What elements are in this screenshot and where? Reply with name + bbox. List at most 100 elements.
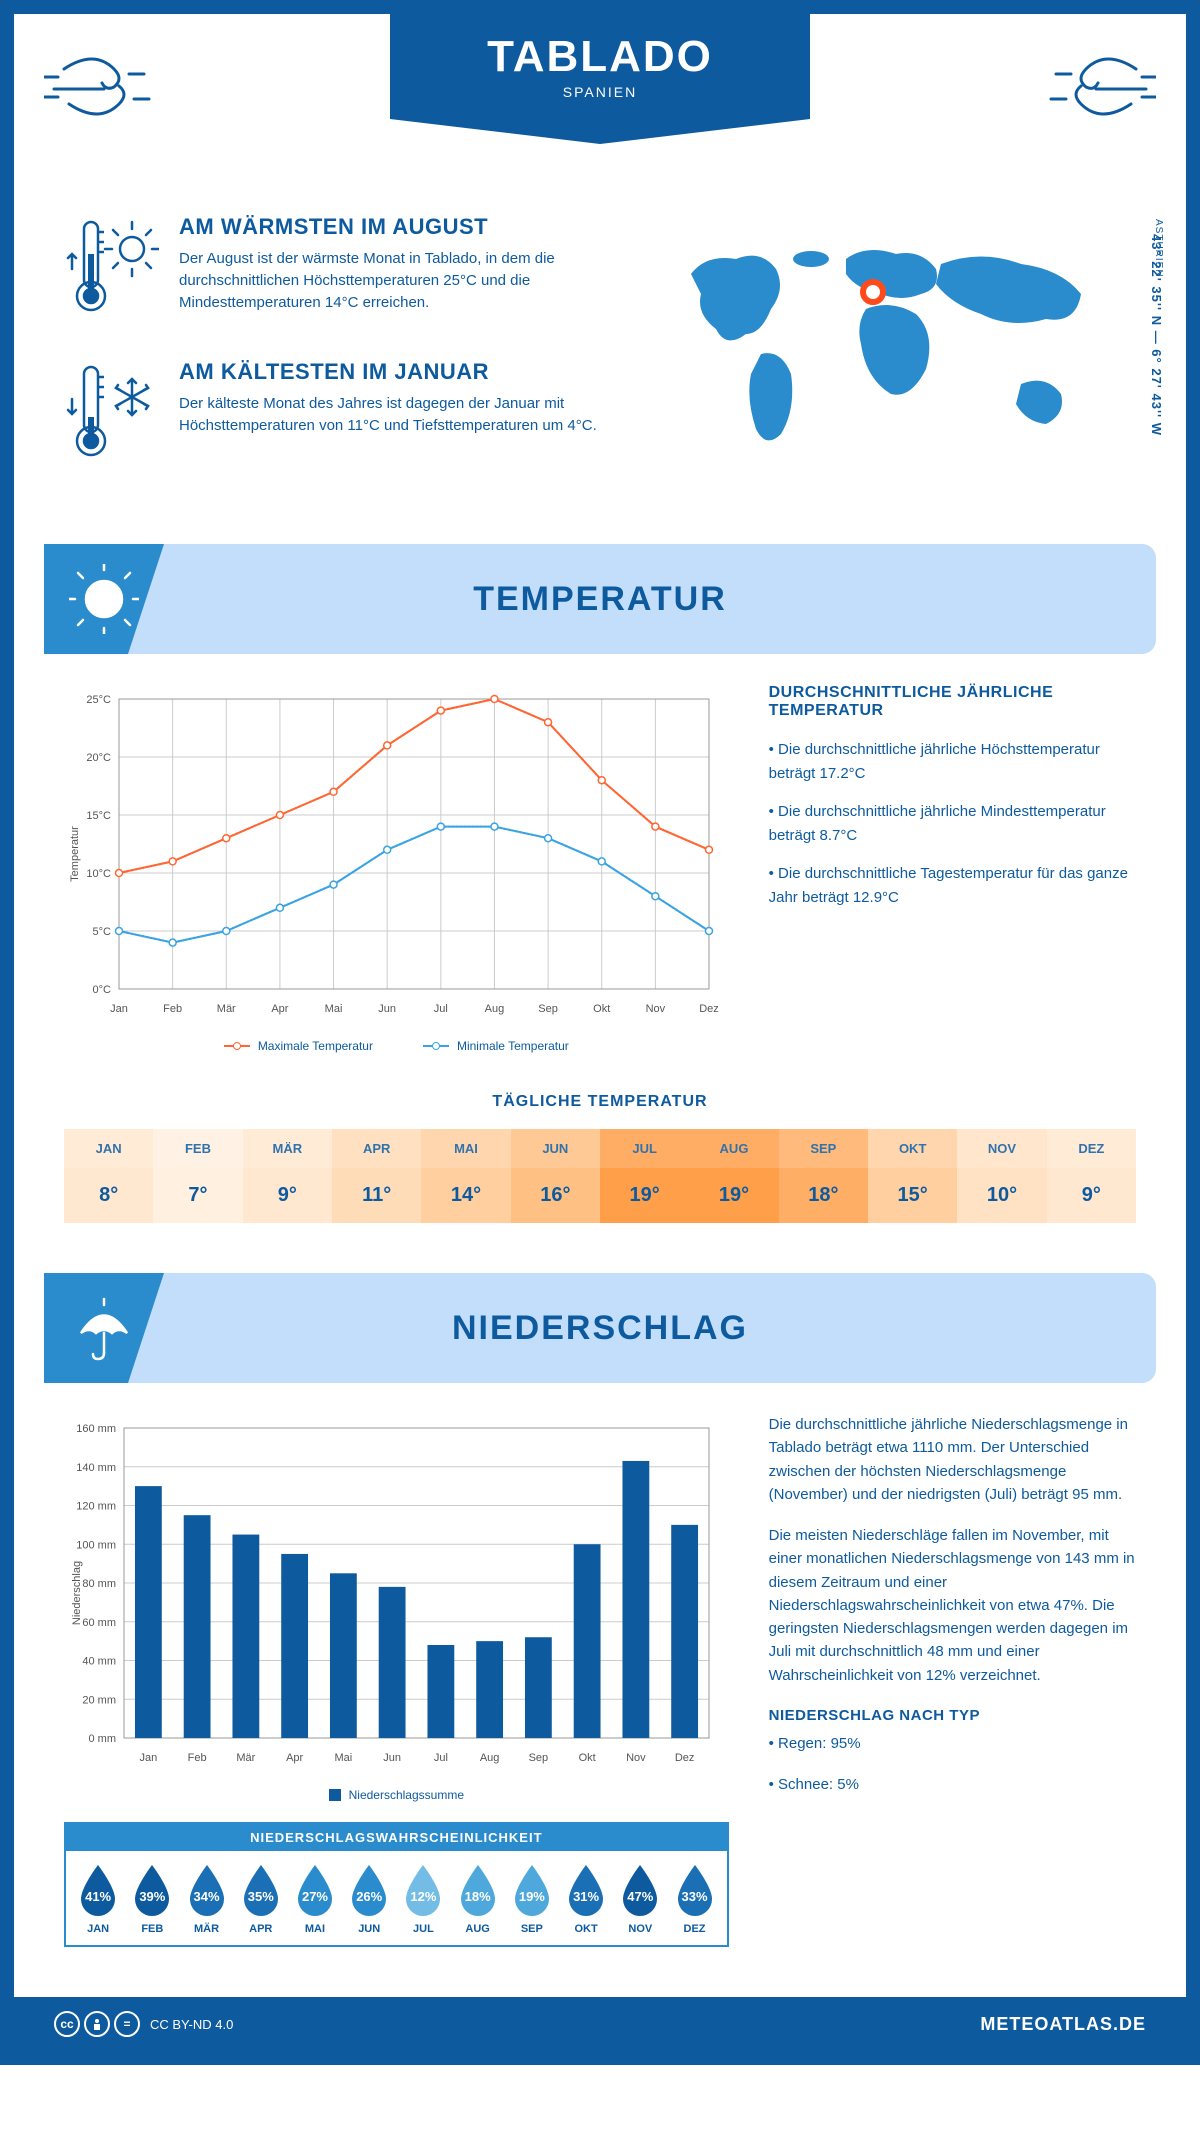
svg-text:5°C: 5°C	[93, 926, 112, 938]
svg-text:120 mm: 120 mm	[76, 1501, 116, 1513]
probability-drop: 31%OKT	[560, 1863, 612, 1935]
daily-temp-heading: TÄGLICHE TEMPERATUR	[64, 1093, 1136, 1111]
svg-text:0 mm: 0 mm	[89, 1733, 117, 1745]
section-header-precip: NIEDERSCHLAG	[44, 1273, 1156, 1383]
daily-temp-cell: MAI14°	[421, 1129, 510, 1223]
temp-legend: Maximale Temperatur Minimale Temperatur	[64, 1039, 729, 1053]
svg-text:140 mm: 140 mm	[76, 1462, 116, 1474]
fact-cold-text: Der kälteste Monat des Jahres ist dagege…	[179, 393, 621, 437]
svg-text:20 mm: 20 mm	[82, 1694, 116, 1706]
fact-coldest: AM KÄLTESTEN IM JANUAR Der kälteste Mona…	[64, 359, 621, 474]
daily-temp-cell: JUL19°	[600, 1129, 689, 1223]
temp-bullet-1: • Die durchschnittliche jährliche Höchst…	[769, 738, 1136, 786]
world-map	[651, 214, 1136, 479]
probability-drop: 19%SEP	[506, 1863, 558, 1935]
svg-text:Nov: Nov	[626, 1752, 646, 1764]
section-header-temp: TEMPERATUR	[44, 544, 1156, 654]
svg-text:Jun: Jun	[383, 1752, 401, 1764]
svg-text:Nov: Nov	[646, 1003, 666, 1015]
svg-text:160 mm: 160 mm	[76, 1423, 116, 1435]
precipitation-probability-box: NIEDERSCHLAGSWAHRSCHEINLICHKEIT 41%JAN39…	[64, 1822, 729, 1947]
probability-drop: 27%MAI	[289, 1863, 341, 1935]
wind-icon-right	[1026, 39, 1156, 134]
daily-temp-cell: NOV10°	[957, 1129, 1046, 1223]
section-title-precip: NIEDERSCHLAG	[452, 1309, 748, 1348]
temp-text-heading: DURCHSCHNITTLICHE JÄHRLICHE TEMPERATUR	[769, 684, 1136, 720]
cc-icon: cc	[54, 2011, 80, 2037]
temp-summary: DURCHSCHNITTLICHE JÄHRLICHE TEMPERATUR •…	[769, 684, 1136, 1053]
daily-temp-cell: OKT15°	[868, 1129, 957, 1223]
temperature-line-chart: 0°C5°C10°C15°C20°C25°CJanFebMärAprMaiJun…	[64, 684, 729, 1053]
probability-drop: 41%JAN	[72, 1863, 124, 1935]
svg-text:25°C: 25°C	[86, 694, 111, 706]
precipitation-bar-chart: 0 mm 20 mm 40 mm 60 mm 80 mm 100 mm 120 mm 140 …	[64, 1413, 729, 1947]
svg-text:Sep: Sep	[538, 1003, 558, 1015]
probability-drop: 47%NOV	[614, 1863, 666, 1935]
prob-heading: NIEDERSCHLAGSWAHRSCHEINLICHKEIT	[66, 1824, 727, 1851]
precip-p1: Die durchschnittliche jährliche Niedersc…	[769, 1413, 1136, 1506]
daily-temp-cell: JUN16°	[511, 1129, 600, 1223]
city-name: TABLADO	[390, 32, 810, 82]
svg-text:Jan: Jan	[140, 1752, 158, 1764]
section-title-temp: TEMPERATUR	[473, 580, 727, 619]
license-text: CC BY-ND 4.0	[150, 2017, 233, 2032]
svg-text:Jun: Jun	[378, 1003, 396, 1015]
svg-text:Jan: Jan	[110, 1003, 128, 1015]
probability-drop: 33%DEZ	[668, 1863, 720, 1935]
fact-warmest: AM WÄRMSTEN IM AUGUST Der August ist der…	[64, 214, 621, 329]
precip-type-1: • Regen: 95%	[769, 1732, 1136, 1755]
svg-text:Temperatur: Temperatur	[69, 826, 81, 882]
fact-cold-title: AM KÄLTESTEN IM JANUAR	[179, 359, 621, 385]
temp-bullet-3: • Die durchschnittliche Tagestemperatur …	[769, 862, 1136, 910]
probability-drop: 35%APR	[235, 1863, 287, 1935]
footer: cc = CC BY-ND 4.0 METEOATLAS.DE	[14, 1997, 1186, 2051]
daily-temp-cell: SEP18°	[779, 1129, 868, 1223]
fact-warm-title: AM WÄRMSTEN IM AUGUST	[179, 214, 621, 240]
svg-text:60 mm: 60 mm	[82, 1617, 116, 1629]
svg-text:Aug: Aug	[485, 1003, 505, 1015]
svg-text:Aug: Aug	[480, 1752, 500, 1764]
daily-temp-table: TÄGLICHE TEMPERATUR JAN8°FEB7°MÄR9°APR11…	[14, 1083, 1186, 1263]
probability-drop: 12%JUL	[397, 1863, 449, 1935]
daily-temp-cell: JAN8°	[64, 1129, 153, 1223]
svg-text:Mär: Mär	[217, 1003, 236, 1015]
svg-text:Mär: Mär	[236, 1752, 255, 1764]
svg-text:Okt: Okt	[579, 1752, 596, 1764]
svg-text:Jul: Jul	[434, 1752, 448, 1764]
nd-icon: =	[114, 2011, 140, 2037]
probability-drop: 26%JUN	[343, 1863, 395, 1935]
svg-text:Feb: Feb	[163, 1003, 182, 1015]
svg-text:Okt: Okt	[593, 1003, 610, 1015]
svg-text:Apr: Apr	[271, 1003, 288, 1015]
daily-temp-cell: AUG19°	[689, 1129, 778, 1223]
legend-min: Minimale Temperatur	[457, 1039, 569, 1053]
precip-type-head: NIEDERSCHLAG NACH TYP	[769, 1707, 1136, 1724]
svg-text:Dez: Dez	[699, 1003, 719, 1015]
svg-text:80 mm: 80 mm	[82, 1578, 116, 1590]
temp-bullet-2: • Die durchschnittliche jährliche Mindes…	[769, 800, 1136, 848]
umbrella-icon	[44, 1273, 164, 1383]
page: TABLADO SPANIEN	[0, 0, 1200, 2065]
svg-text:0°C: 0°C	[93, 984, 112, 996]
svg-text:100 mm: 100 mm	[76, 1539, 116, 1551]
probability-drop: 34%MÄR	[180, 1863, 232, 1935]
svg-text:Apr: Apr	[286, 1752, 303, 1764]
daily-temp-cell: MÄR9°	[243, 1129, 332, 1223]
precip-summary: Die durchschnittliche jährliche Niedersc…	[769, 1413, 1136, 1947]
svg-text:Mai: Mai	[325, 1003, 343, 1015]
svg-text:15°C: 15°C	[86, 810, 111, 822]
fact-warm-text: Der August ist der wärmste Monat in Tabl…	[179, 248, 621, 313]
by-icon	[84, 2011, 110, 2037]
license: cc = CC BY-ND 4.0	[54, 2011, 233, 2037]
brand: METEOATLAS.DE	[980, 2014, 1146, 2035]
precip-legend: Niederschlagssumme	[64, 1788, 729, 1802]
probability-drop: 18%AUG	[452, 1863, 504, 1935]
svg-text:40 mm: 40 mm	[82, 1656, 116, 1668]
thermometer-sun-icon	[64, 214, 159, 329]
header: TABLADO SPANIEN	[14, 14, 1186, 194]
svg-text:Jul: Jul	[434, 1003, 448, 1015]
svg-text:10°C: 10°C	[86, 868, 111, 880]
svg-text:Feb: Feb	[188, 1752, 207, 1764]
precip-type-2: • Schnee: 5%	[769, 1773, 1136, 1796]
daily-temp-cell: DEZ9°	[1047, 1129, 1136, 1223]
